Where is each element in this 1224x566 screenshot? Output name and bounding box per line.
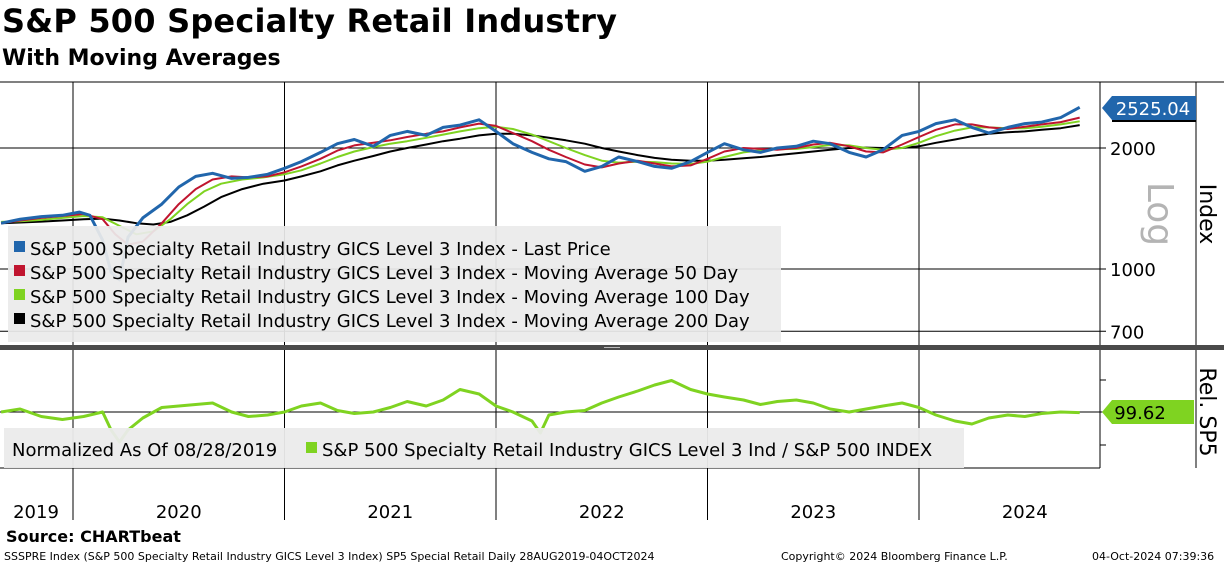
legend-label-ma50: S&P 500 Specialty Retail Industry GICS L… bbox=[30, 263, 739, 284]
chart-title: S&P 500 Specialty Retail Industry bbox=[2, 2, 618, 40]
x-tick-label: 2024 bbox=[1002, 502, 1048, 523]
x-tick-label: 2021 bbox=[367, 502, 413, 523]
x-tick-label: 2023 bbox=[790, 502, 836, 523]
series-line-relative bbox=[0, 379, 1080, 444]
scale-log-label: Log bbox=[1139, 182, 1180, 246]
y-axis-label-index: Index bbox=[1194, 184, 1219, 245]
legend-label-ma100: S&P 500 Specialty Retail Industry GICS L… bbox=[30, 287, 750, 308]
source-label: Source: CHARTbeat bbox=[6, 527, 181, 546]
legend-label-ma200: S&P 500 Specialty Retail Industry GICS L… bbox=[30, 311, 750, 332]
y-tick-label: 1000 bbox=[1110, 260, 1156, 281]
legend-swatch-ma50 bbox=[14, 265, 25, 276]
relative-value: 99.62 bbox=[1114, 403, 1166, 424]
series-line-ma100 bbox=[1, 120, 1080, 236]
legend-label-last_price: S&P 500 Specialty Retail Industry GICS L… bbox=[30, 239, 611, 260]
footer-copyright: Copyright© 2024 Bloomberg Finance L.P. bbox=[781, 550, 1008, 563]
last-price-badge: 2525.04 bbox=[1102, 96, 1196, 122]
legend-swatch-last_price bbox=[14, 241, 25, 252]
lower-legend-box bbox=[4, 428, 964, 468]
x-tick-label: 2019 bbox=[13, 502, 59, 523]
series-line-ma50 bbox=[0, 116, 1080, 246]
last-price-value: 2525.04 bbox=[1116, 99, 1190, 120]
legend-swatch-ma100 bbox=[14, 289, 25, 300]
relative-value-badge: 99.62 bbox=[1102, 400, 1194, 424]
relative-legend-swatch bbox=[306, 442, 317, 453]
series-line-ma200 bbox=[1, 124, 1080, 226]
chart-subtitle: With Moving Averages bbox=[2, 46, 281, 71]
normalized-note: Normalized As Of 08/28/2019 bbox=[12, 440, 277, 461]
footer-timestamp: 04-Oct-2024 07:39:36 bbox=[1092, 550, 1215, 563]
series-line-last_price bbox=[0, 105, 1081, 282]
footer-ticker-line: SSSPRE Index (S&P 500 Specialty Retail I… bbox=[4, 550, 655, 563]
y-axis-label-rel: Rel. SP5 bbox=[1194, 367, 1219, 456]
x-tick-label: 2020 bbox=[156, 502, 202, 523]
x-tick-label: 2022 bbox=[579, 502, 625, 523]
y-tick-label: 2000 bbox=[1110, 139, 1156, 160]
legend-swatch-ma200 bbox=[14, 313, 25, 324]
y-tick-label: 700 bbox=[1110, 322, 1144, 343]
upper-legend-box bbox=[8, 226, 781, 342]
relative-legend-label: S&P 500 Specialty Retail Industry GICS L… bbox=[322, 440, 932, 461]
